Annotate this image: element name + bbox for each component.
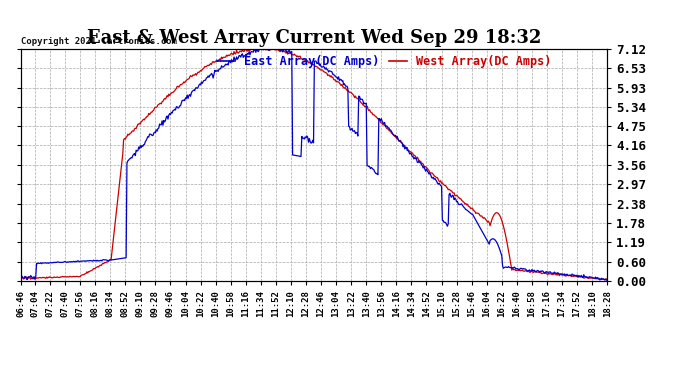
Legend: East Array(DC Amps), West Array(DC Amps): East Array(DC Amps), West Array(DC Amps) (217, 55, 551, 68)
Title: East & West Array Current Wed Sep 29 18:32: East & West Array Current Wed Sep 29 18:… (87, 29, 541, 47)
Text: Copyright 2021 Cartronics.com: Copyright 2021 Cartronics.com (21, 38, 177, 46)
